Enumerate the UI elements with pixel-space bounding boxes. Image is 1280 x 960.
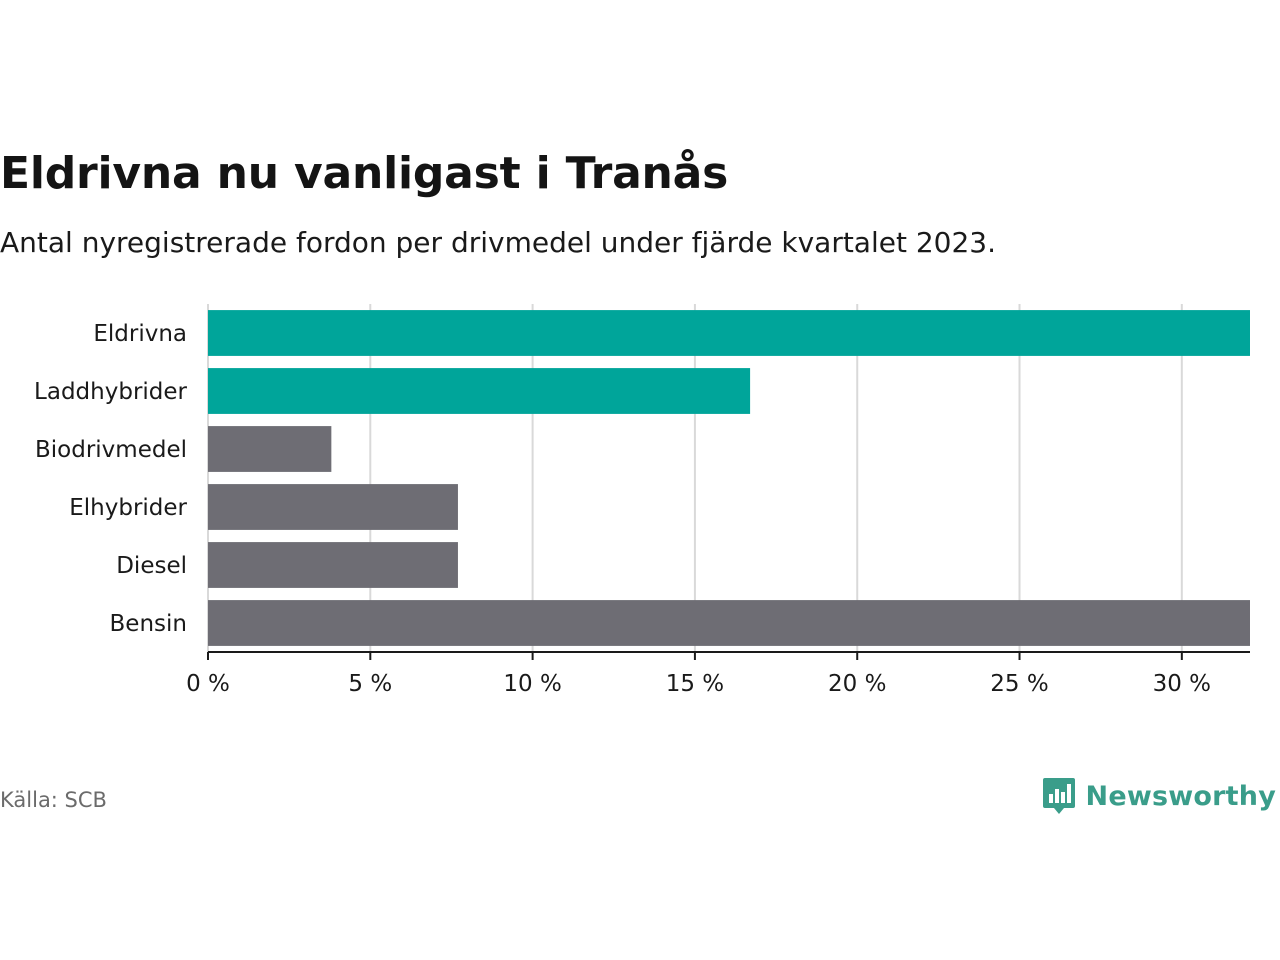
x-tick-label: 5 % [348,671,392,697]
brand-logo[interactable]: Newsworthy [1042,776,1276,816]
bar-chart: Eldrivna Laddhybrider Biodrivmedel Elhybrid… [34,304,1250,697]
category-label: Eldrivna [93,321,187,347]
bar-elhybrider [208,484,458,530]
x-tick-label: 30 % [1153,671,1211,697]
category-label: Biodrivmedel [35,437,187,463]
x-tick-label: 10 % [503,671,561,697]
brand-name: Newsworthy [1085,780,1276,812]
x-tick-label: 15 % [666,671,724,697]
bar-eldrivna [208,310,1250,356]
chart-title: Eldrivna nu vanligast i Tranås [0,148,729,199]
bar-biodrivmedel [208,426,332,472]
gridlines [207,304,1183,652]
bars [208,310,1250,646]
category-label: Bensin [110,611,187,637]
bar-diesel [208,542,458,588]
source-note: Källa: SCB [0,788,107,812]
category-labels: Eldrivna Laddhybrider Biodrivmedel Elhybrid… [34,321,187,637]
category-label: Laddhybrider [34,379,187,405]
category-label: Diesel [116,553,187,579]
x-axis: 0 % 5 % 10 % 15 % 20 % 25 % 30 % [186,651,1250,697]
bar-bensin [208,600,1250,646]
bar-laddhybrider [208,368,751,414]
x-tick-label: 25 % [990,671,1048,697]
x-tick-label: 20 % [828,671,886,697]
x-tick-label: 0 % [186,671,230,697]
newsworthy-logo-icon [1042,778,1075,814]
chart-subtitle: Antal nyregistrerade fordon per drivmede… [0,226,997,259]
category-label: Elhybrider [69,495,187,521]
